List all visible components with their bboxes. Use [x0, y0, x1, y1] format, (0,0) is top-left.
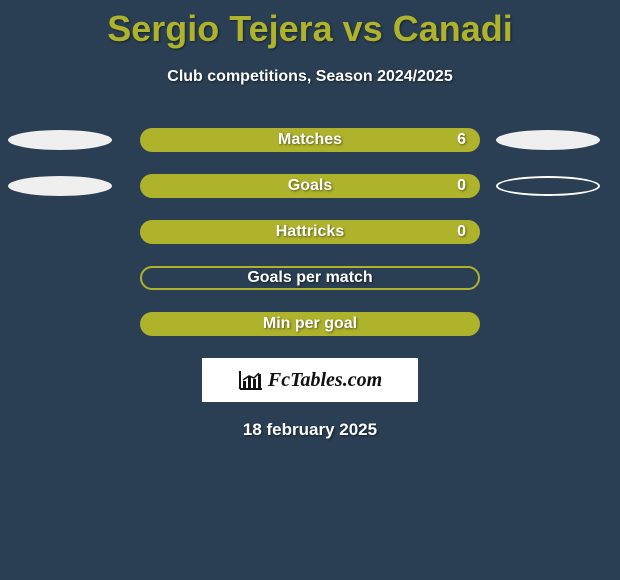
stat-label: Goals	[288, 177, 332, 195]
stat-bar: Matches 6	[140, 128, 480, 152]
stat-bar: Goals per match	[140, 266, 480, 290]
subtitle: Club competitions, Season 2024/2025	[0, 68, 620, 86]
right-indicator	[496, 176, 600, 196]
stat-label: Matches	[278, 131, 342, 149]
stat-bar: Min per goal	[140, 312, 480, 336]
stat-row: Goals per match	[0, 266, 620, 290]
logo-box: FcTables.com	[202, 358, 418, 402]
stat-row: Goals 0	[0, 174, 620, 198]
stat-row: Min per goal	[0, 312, 620, 336]
page-title: Sergio Tejera vs Canadi	[0, 0, 620, 50]
stat-label: Min per goal	[263, 315, 357, 333]
stat-label: Hattricks	[276, 223, 344, 241]
stat-value: 0	[457, 223, 466, 241]
stat-label: Goals per match	[247, 269, 372, 287]
stat-row: Matches 6	[0, 128, 620, 152]
logo-text: FcTables.com	[268, 369, 382, 392]
stat-rows: Matches 6 Goals 0 Hattricks 0 Goals per match M…	[0, 128, 620, 336]
stat-value: 6	[457, 131, 466, 149]
stat-bar: Hattricks 0	[140, 220, 480, 244]
left-indicator	[8, 130, 112, 150]
bar-chart-icon	[238, 369, 264, 391]
stat-row: Hattricks 0	[0, 220, 620, 244]
left-indicator	[8, 176, 112, 196]
stat-bar: Goals 0	[140, 174, 480, 198]
right-indicator	[496, 130, 600, 150]
stat-value: 0	[457, 177, 466, 195]
date-text: 18 february 2025	[0, 420, 620, 440]
